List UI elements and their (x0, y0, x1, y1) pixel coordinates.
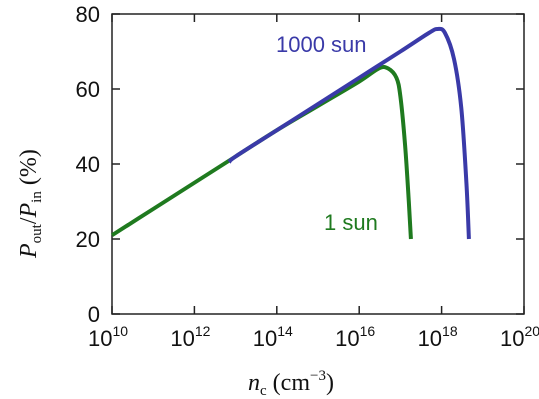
x-tick-base: 10 (335, 326, 359, 351)
y-axis-den-var: P (16, 202, 42, 218)
series-label-1000-sun: 1000 sun (276, 32, 367, 57)
x-tick-exp: 14 (277, 323, 293, 339)
x-tick-exp: 16 (360, 323, 376, 339)
y-axis-den-sub: in (29, 191, 45, 203)
y-axis-ticks: 0 20 40 60 80 (76, 2, 524, 327)
series-layer (110, 26, 471, 240)
x-tick-label: 1020 (500, 323, 539, 351)
x-tick-label: 1014 (253, 323, 293, 351)
y-axis-num-var: P (16, 243, 42, 259)
x-tick-base: 10 (418, 326, 442, 351)
plot-frame (111, 13, 525, 315)
y-axis-slash: / (16, 217, 42, 224)
series-label-1-sun: 1 sun (324, 210, 378, 235)
x-tick-base: 10 (88, 326, 112, 351)
x-axis-title: nc (cm−3) (248, 368, 334, 399)
y-tick-label: 80 (76, 2, 100, 27)
y-axis-unit: (%) (16, 149, 42, 191)
x-tick-exp: 10 (112, 323, 128, 339)
x-axis-ticks: 1010 1012 1014 1016 1018 1020 (88, 14, 539, 351)
y-axis-title: Pout/Pin (%) (16, 149, 45, 259)
x-axis-unit-close: ) (326, 370, 334, 396)
x-tick-label: 1012 (170, 323, 210, 351)
series-line-1-sun (110, 64, 413, 240)
x-tick-label: 1010 (88, 323, 128, 351)
x-axis-sub: c (260, 383, 267, 399)
x-tick-base: 10 (253, 326, 277, 351)
y-tick-label: 60 (76, 77, 100, 102)
y-tick-label: 40 (76, 152, 100, 177)
y-axis-num-sub: out (29, 223, 45, 243)
series-line-1000-sun (227, 26, 471, 240)
x-axis-var: n (248, 370, 260, 396)
x-tick-exp: 20 (524, 323, 539, 339)
x-tick-base: 10 (500, 326, 524, 351)
x-axis-unit-exp: −3 (310, 368, 326, 384)
y-tick-label: 20 (76, 227, 100, 252)
x-tick-exp: 12 (195, 323, 211, 339)
y-tick-label: 0 (88, 302, 100, 327)
x-tick-label: 1018 (418, 323, 458, 351)
x-tick-base: 10 (170, 326, 194, 351)
x-axis-unit-open: (cm (267, 370, 311, 396)
x-tick-exp: 18 (442, 323, 458, 339)
x-tick-label: 1016 (335, 323, 375, 351)
